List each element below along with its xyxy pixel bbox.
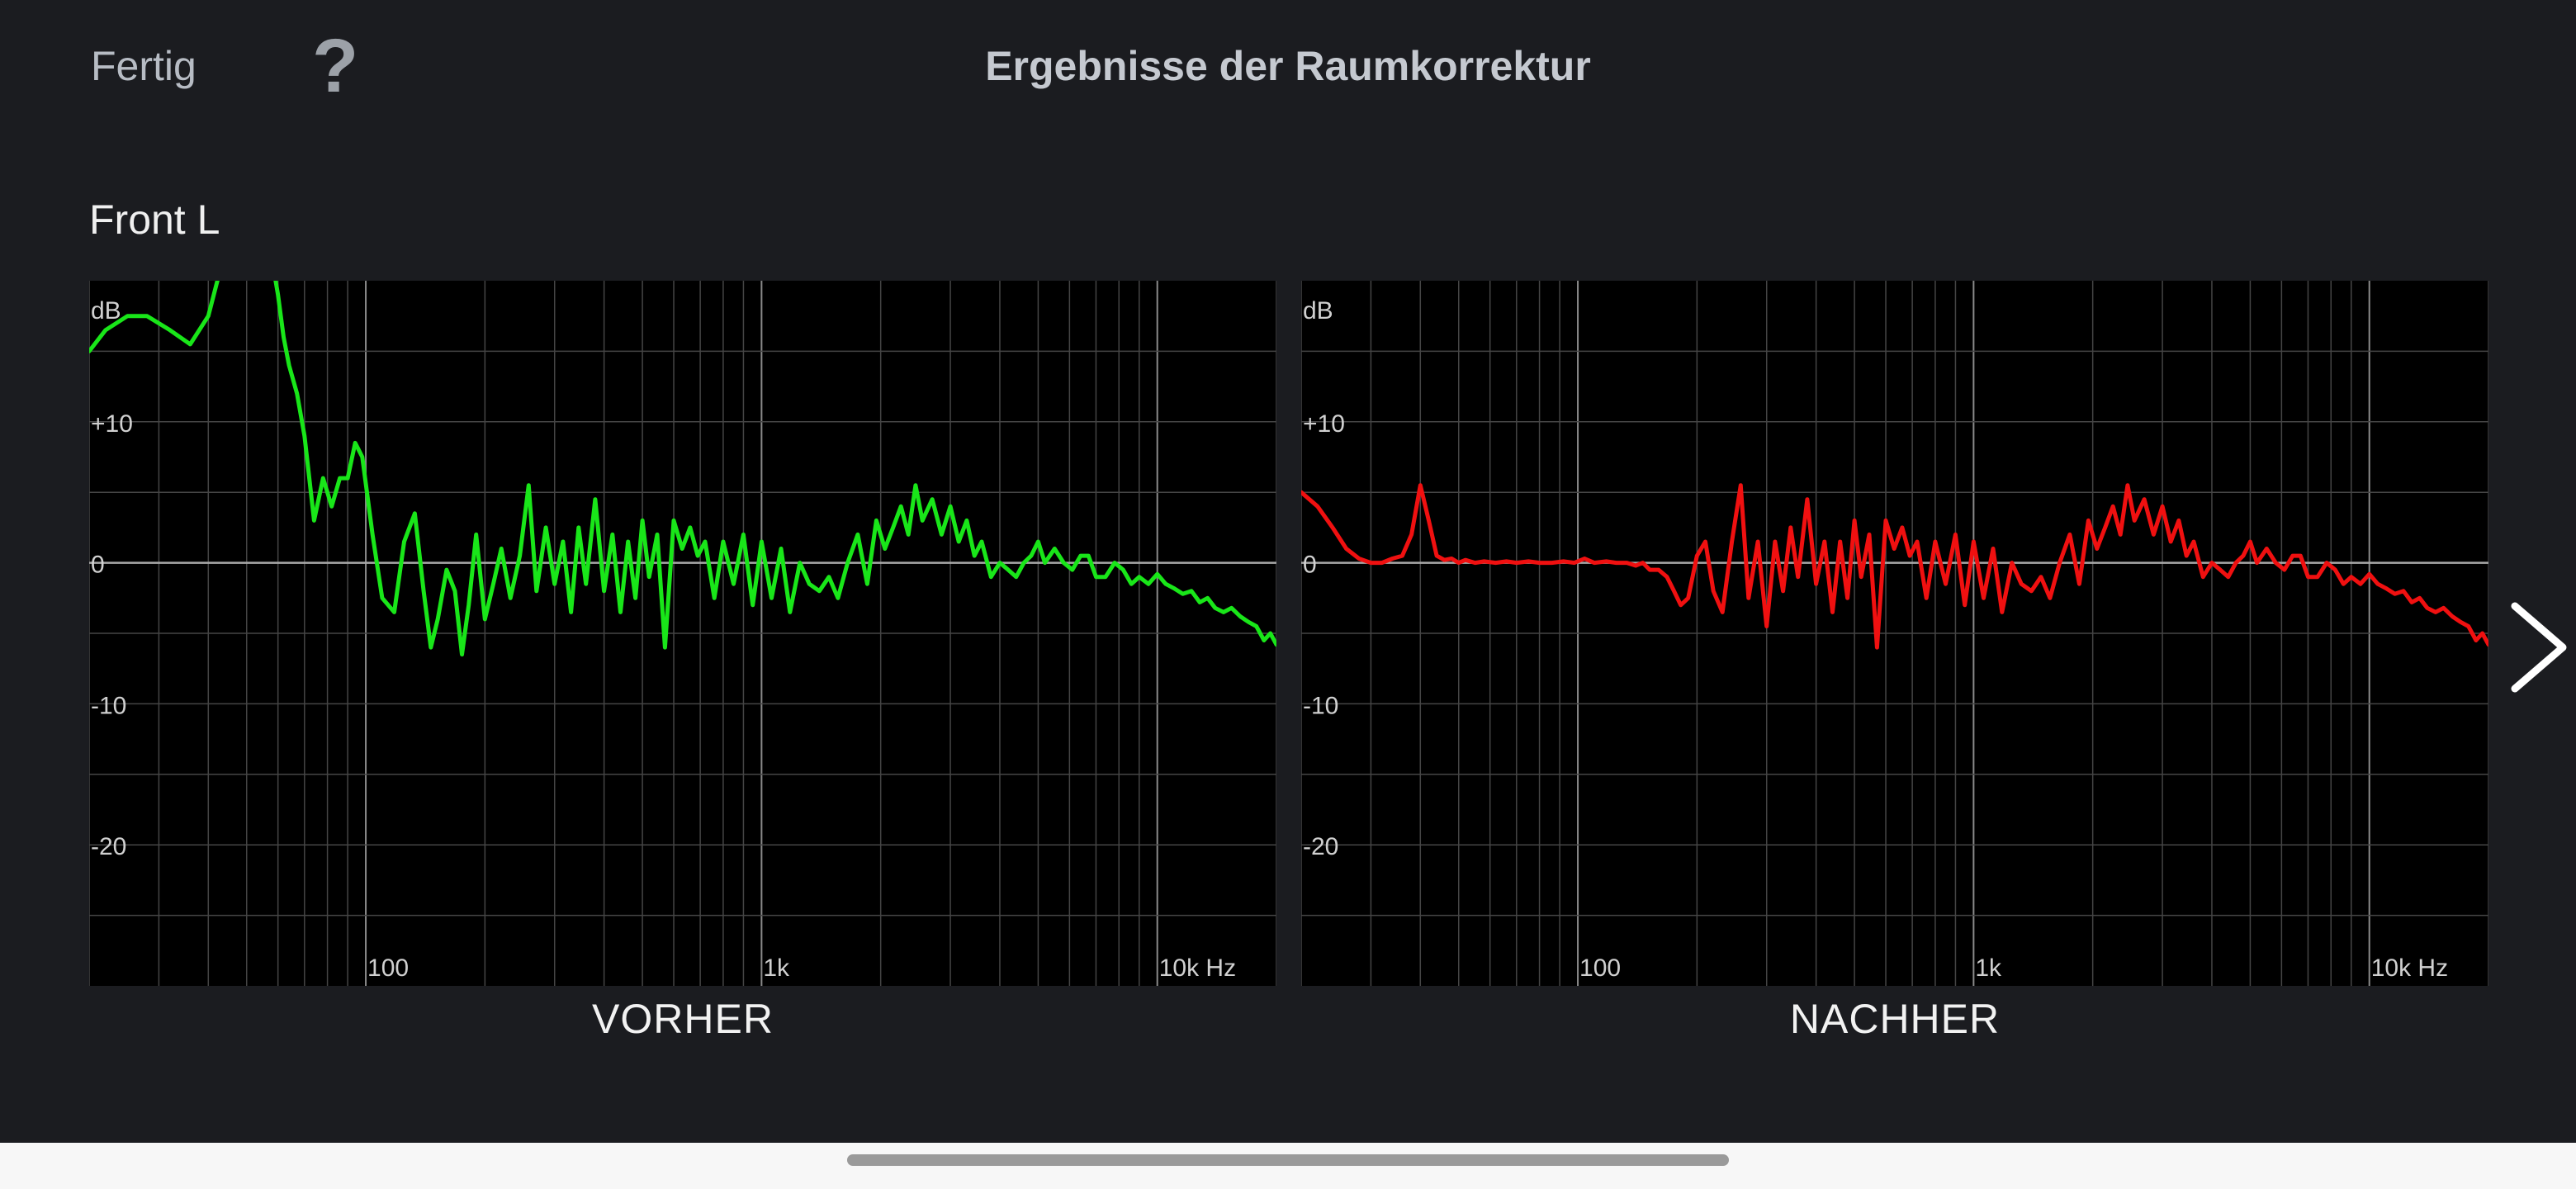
- before-y-axis-label: dB: [91, 297, 121, 324]
- before-y-tick-label: -10: [91, 692, 126, 719]
- room-correction-results-screen: Fertig ? Ergebnisse der Raumkorrektur Fr…: [0, 0, 2576, 1042]
- chart-after-plot: dB +10 0 -10 -20 100 1k 10k Hz: [1301, 281, 2488, 986]
- before-x-tick-label: 1k: [763, 955, 790, 982]
- page-title: Ergebnisse der Raumkorrektur: [985, 43, 1591, 89]
- after-series-line: [1301, 483, 2488, 650]
- speaker-name: Front L: [89, 197, 220, 243]
- top-bar: Fertig ? Ergebnisse der Raumkorrektur: [0, 0, 2576, 132]
- before-y-tick-label: -20: [91, 833, 126, 860]
- chart-before: dB +10 0 -10 -20 100 1k 10k Hz: [89, 281, 1276, 986]
- after-x-tick-label: 10k Hz: [2371, 955, 2448, 982]
- chart-after-caption: NACHHER: [1789, 996, 2001, 1042]
- help-icon[interactable]: ?: [312, 24, 359, 108]
- after-y-axis-label: dB: [1303, 297, 1333, 324]
- gesture-bar: [0, 1143, 2576, 1189]
- chart-after: dB +10 0 -10 -20 100 1k 10k Hz: [1301, 281, 2488, 986]
- done-button[interactable]: Fertig: [91, 36, 197, 96]
- before-y-tick-label: 0: [91, 552, 105, 579]
- after-x-tick-label: 100: [1579, 955, 1621, 982]
- before-x-tick-label: 10k Hz: [1159, 955, 1236, 982]
- before-series-line: [89, 281, 1276, 657]
- chevron-right-icon[interactable]: [2500, 598, 2574, 697]
- chart-before-caption: VORHER: [592, 996, 774, 1042]
- chart-before-plot: dB +10 0 -10 -20 100 1k 10k Hz: [89, 281, 1276, 986]
- before-x-tick-label: 100: [367, 955, 409, 982]
- after-x-tick-label: 1k: [1975, 955, 2002, 982]
- home-indicator[interactable]: [847, 1154, 1729, 1166]
- before-y-tick-label: +10: [91, 410, 133, 438]
- after-y-tick-label: -10: [1303, 692, 1338, 719]
- after-y-tick-label: +10: [1303, 410, 1345, 438]
- after-y-tick-label: 0: [1303, 552, 1317, 579]
- after-y-tick-label: -20: [1303, 833, 1338, 860]
